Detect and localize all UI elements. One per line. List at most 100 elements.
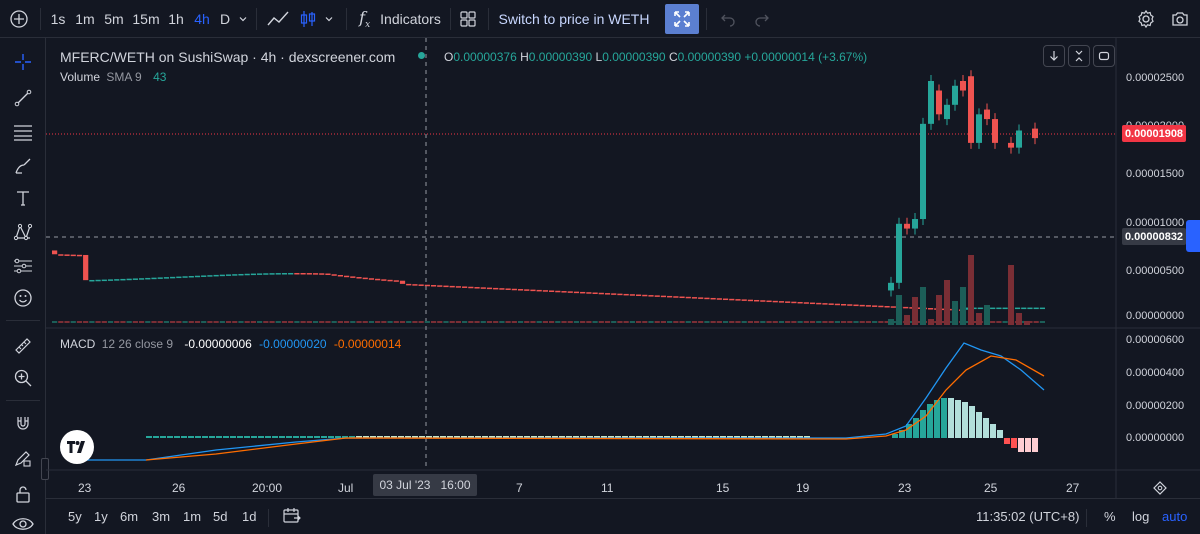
volume-bar <box>968 255 974 325</box>
chart-type-candles-button[interactable] <box>296 5 320 33</box>
interval-d[interactable]: D <box>216 5 234 33</box>
interval-dropdown[interactable] <box>234 5 252 33</box>
interval-1m[interactable]: 1m <box>72 5 98 33</box>
switch-price-weth-button[interactable]: Switch to price in WETH <box>494 5 654 33</box>
interval-1s[interactable]: 1s <box>46 5 70 33</box>
calendar-range-icon <box>283 508 301 523</box>
tradingview-logo[interactable] <box>60 430 94 464</box>
price-axis-tick: 0.00001000 <box>1126 217 1185 229</box>
candle <box>567 291 573 293</box>
candle <box>1032 128 1038 139</box>
clock-timezone[interactable]: 11:35:02 (UTC+8) <box>976 509 1080 524</box>
range-3m[interactable]: 3m <box>152 509 171 524</box>
redo-icon <box>755 14 769 27</box>
crosshair-time-badge: 03 Jul '23 16:00 <box>373 474 477 496</box>
lock-drawings-tool[interactable] <box>7 444 39 472</box>
volume-bar <box>847 321 853 323</box>
text-tool[interactable] <box>7 184 39 212</box>
interval-4h[interactable]: 4h <box>190 5 214 33</box>
log-scale-toggle[interactable]: log <box>1132 509 1150 524</box>
settings-button[interactable] <box>1132 5 1160 33</box>
maximize-pane-button[interactable] <box>1093 45 1115 67</box>
interval-1h[interactable]: 1h <box>164 5 188 33</box>
candle <box>399 280 406 284</box>
time-axis-tick: 27 <box>1066 481 1080 495</box>
add-symbol-button[interactable] <box>6 5 32 33</box>
candle <box>927 308 934 310</box>
volume-bar <box>729 321 735 323</box>
layout-button[interactable] <box>454 5 482 33</box>
undo-button[interactable] <box>714 5 742 33</box>
fib-tool[interactable] <box>7 118 39 146</box>
indicators-button[interactable]: fx Indicators <box>354 5 446 33</box>
toolbar-divider <box>6 320 40 321</box>
auto-scale-toggle[interactable]: auto <box>1162 509 1188 524</box>
emoji-tool[interactable] <box>7 284 39 312</box>
range-5y[interactable]: 5y <box>68 509 82 524</box>
macd-histogram-bar <box>167 436 173 438</box>
forecast-tool[interactable] <box>7 252 39 280</box>
expand-button[interactable] <box>665 4 699 34</box>
brush-tool[interactable] <box>7 152 39 180</box>
range-1d[interactable]: 1d <box>242 509 257 524</box>
range-1m[interactable]: 1m <box>183 509 202 524</box>
volume-bar <box>976 313 982 325</box>
magnet-tool[interactable] <box>7 410 39 438</box>
macd-histogram-bar <box>412 436 418 438</box>
crosshair-tool[interactable] <box>7 48 39 76</box>
emoji-icon <box>14 289 32 307</box>
volume-bar <box>505 321 511 323</box>
pattern-tool[interactable] <box>7 218 39 246</box>
candle <box>101 279 107 282</box>
zoom-in-tool[interactable] <box>7 364 39 392</box>
candle <box>872 305 878 307</box>
collapse-pane-button[interactable] <box>1068 45 1090 67</box>
candle <box>443 285 449 288</box>
volume-bar <box>182 321 188 323</box>
chart-type-line-button[interactable] <box>262 5 294 33</box>
lock-tool[interactable] <box>7 480 39 508</box>
range-6m[interactable]: 6m <box>120 509 139 524</box>
volume-bar <box>387 321 393 323</box>
trendline-tool[interactable] <box>7 84 39 112</box>
volume-bar <box>331 321 337 323</box>
macd-histogram-bar <box>706 436 712 438</box>
percent-scale-toggle[interactable]: % <box>1104 509 1116 524</box>
candle <box>984 109 990 120</box>
volume-bar <box>654 321 660 323</box>
candle <box>406 283 412 286</box>
scroll-right-tab[interactable] <box>1186 220 1200 252</box>
range-5d[interactable]: 5d <box>213 509 228 524</box>
redo-button[interactable] <box>748 5 776 33</box>
chart-pane[interactable]: MFERC/WETH on SushiSwap · 4h · dexscreen… <box>46 38 1200 498</box>
volume-bar <box>455 321 462 323</box>
interval-15m[interactable]: 15m <box>130 5 162 33</box>
move-pane-down-button[interactable] <box>1043 45 1065 67</box>
range-1y[interactable]: 1y <box>94 509 108 524</box>
volume-bar <box>52 321 58 323</box>
chart-type-dropdown[interactable] <box>320 5 338 33</box>
macd-histogram-bar <box>920 410 926 438</box>
volume-bar <box>101 321 107 323</box>
chart-canvas[interactable] <box>46 38 1200 498</box>
candle <box>83 254 89 281</box>
volume-bar <box>853 321 859 323</box>
toolbar-collapse-handle[interactable] <box>41 458 49 480</box>
macd-histogram-bar <box>1004 438 1010 444</box>
volume-bar <box>920 287 926 325</box>
fx-icon: fx <box>359 7 371 31</box>
snapshot-button[interactable] <box>1166 5 1194 33</box>
interval-5m[interactable]: 5m <box>100 5 128 33</box>
volume-bar <box>592 321 598 323</box>
measure-tool[interactable] <box>7 332 39 360</box>
candle <box>219 274 225 277</box>
candle <box>188 276 194 278</box>
go-to-date-button[interactable] <box>1150 478 1170 498</box>
candle <box>107 279 114 281</box>
hide-drawings-tool[interactable] <box>7 510 39 534</box>
macd-histogram-bar <box>692 436 698 438</box>
candle <box>319 273 325 275</box>
goto-range-button[interactable] <box>282 507 302 530</box>
low-label: L <box>595 50 603 64</box>
macd-histogram-bar <box>363 436 369 438</box>
